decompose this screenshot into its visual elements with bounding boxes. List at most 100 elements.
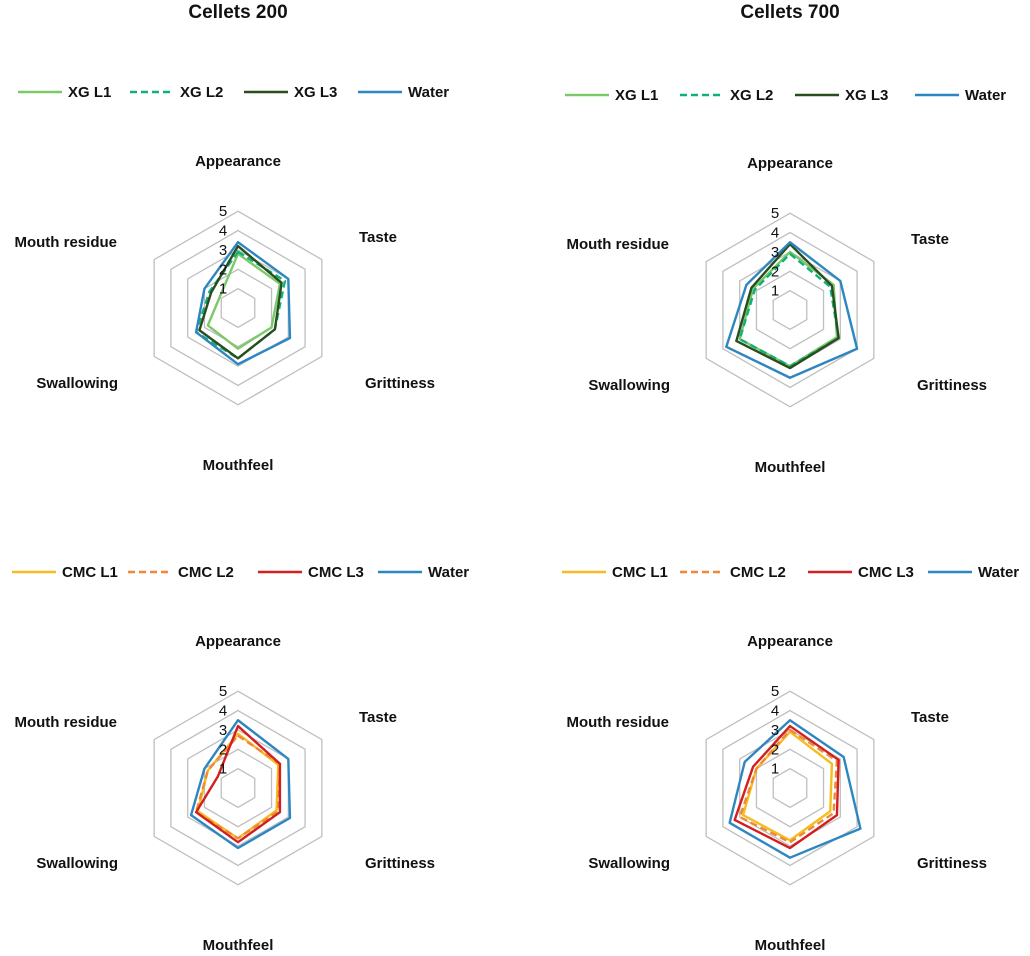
legend-item: CMC L2 [128,564,234,581]
grid-ring [170,709,306,867]
legend-label: XG L1 [615,87,658,104]
tick-label: 4 [771,703,779,720]
axis-label-taste: Taste [359,709,397,726]
legend-label: CMC L3 [858,564,914,581]
tick-label: 5 [771,683,779,700]
axis-label-taste: Taste [911,231,949,248]
legend-item: CMC L3 [808,564,914,581]
tick-label: 4 [219,703,227,720]
axis-label-mouthfeel: Mouthfeel [755,937,826,954]
radar-grid [705,690,875,886]
grid-ring [153,690,323,886]
series-line-water [189,719,292,850]
tick-label: 3 [219,722,227,739]
column-title-cellets-700: Cellets 700 [740,2,839,23]
grid-ring [170,229,306,387]
axis-label-appearance: Appearance [195,153,281,170]
legend-label: XG L3 [845,87,888,104]
legend: XG L1 XG L2 XG L3 Water [18,84,449,101]
legend-label: CMC L2 [730,564,786,581]
legend-item: CMC L2 [680,564,786,581]
axis-label-mouth-residue: Mouth residue [566,714,669,731]
series-line-xg-l3 [198,244,283,360]
legend: CMC L1 CMC L2 CMC L3 Water [562,564,1019,581]
series-line-cmc-l2 [738,728,839,844]
axis-label-mouth-residue: Mouth residue [566,236,669,253]
tick-label: 2 [219,261,227,278]
legend-label: Water [428,564,469,581]
legend-item: CMC L1 [562,564,668,581]
legend-label: CMC L1 [612,564,668,581]
series-line-xg-l2 [194,250,287,360]
tick-label: 4 [219,223,227,240]
grid-ring [220,287,256,329]
legend-label: XG L2 [730,87,773,104]
legend: CMC L1 CMC L2 CMC L3 Water [12,564,469,581]
axis-label-grittiness: Grittiness [917,377,987,394]
radar-grid [153,210,323,406]
legend-item: XG L2 [680,87,773,104]
tick-label: 2 [219,741,227,758]
axis-label-swallowing: Swallowing [588,855,670,872]
axis-label-taste: Taste [911,709,949,726]
series-line-xg-l2 [738,252,840,368]
grid-ring [755,270,825,350]
legend-item: XG L3 [244,84,337,101]
axis-label-mouthfeel: Mouthfeel [203,937,274,954]
tick-label: 4 [771,225,779,242]
legend-item: Water [358,84,449,101]
axis-label-swallowing: Swallowing [36,855,118,872]
legend-label: CMC L2 [178,564,234,581]
axis-label-appearance: Appearance [195,633,281,650]
axis-label-mouth-residue: Mouth residue [14,234,117,251]
grid-ring [220,767,256,809]
axis-label-mouthfeel: Mouthfeel [755,459,826,476]
series-line-water [194,240,292,366]
legend-item: CMC L1 [12,564,118,581]
legend-item: XG L3 [795,87,888,104]
axis-label-appearance: Appearance [747,633,833,650]
series-line-water [725,241,859,379]
radar-chart-2: XG L1 XG L2 XG L3 Water 1 2 3 4 5 Appearance Taste… [565,87,1006,476]
tick-label: 5 [771,205,779,222]
tick-label: 3 [771,244,779,261]
legend-label: XG L2 [180,84,223,101]
radar-charts: XG L1 XG L2 XG L3 Water 1 2 3 4 5 Appearance Taste… [12,84,1019,954]
legend-label: Water [978,564,1019,581]
column-title-cellets-200: Cellets 200 [188,2,287,23]
tick-label: 5 [219,203,227,220]
grid-ring [772,289,808,331]
legend-label: XG L1 [68,84,111,101]
legend-item: CMC L3 [258,564,364,581]
axis-label-grittiness: Grittiness [917,855,987,872]
legend-item: XG L2 [130,84,223,101]
legend-item: XG L1 [18,84,111,101]
grid-ring [739,729,841,847]
grid-ring [722,231,858,389]
legend: XG L1 XG L2 XG L3 Water [565,87,1006,104]
legend-item: Water [378,564,469,581]
grid-ring [722,709,858,867]
tick-label: 3 [219,242,227,259]
legend-label: Water [408,84,449,101]
grid-ring [772,767,808,809]
tick-label: 3 [771,722,779,739]
grid-ring [755,748,825,828]
series-line-cmc-l3 [194,724,282,844]
legend-label: CMC L3 [308,564,364,581]
radar-chart-1: XG L1 XG L2 XG L3 Water 1 2 3 4 5 Appearance Taste… [14,84,449,474]
grid-ring [705,212,875,408]
legend-label: Water [965,87,1006,104]
tick-label: 2 [771,263,779,280]
series-line-xg-l3 [735,242,840,370]
grid-ring [153,210,323,406]
legend-label: CMC L1 [62,564,118,581]
series-line-xg-l1 [206,252,282,350]
axis-label-grittiness: Grittiness [365,375,435,392]
series-line-cmc-l3 [733,724,840,850]
axis-label-taste: Taste [359,229,397,246]
axis-label-appearance: Appearance [747,155,833,172]
axis-label-swallowing: Swallowing [36,375,118,392]
tick-label: 1 [219,281,227,298]
